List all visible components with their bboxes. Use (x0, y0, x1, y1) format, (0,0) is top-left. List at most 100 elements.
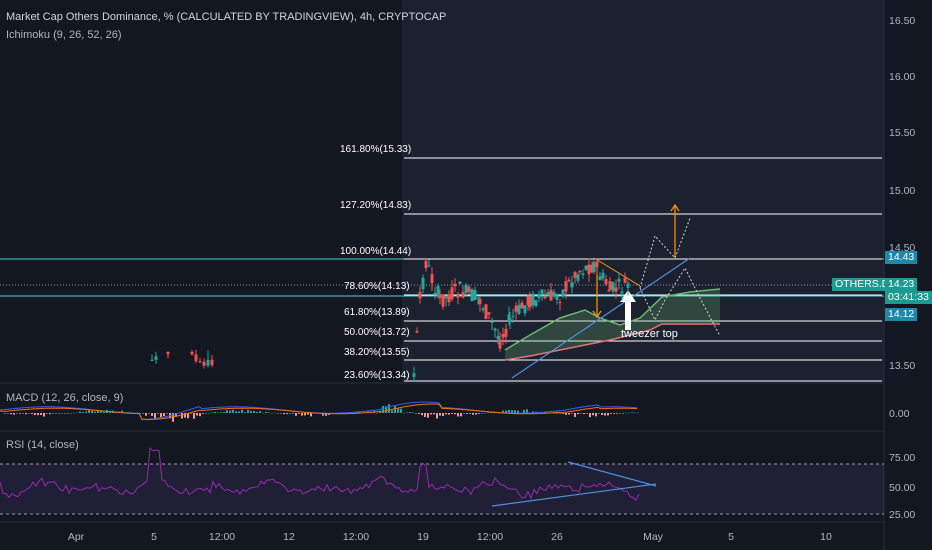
candle-body (427, 265, 431, 267)
macd-bar (76, 412, 78, 414)
macd-bar (271, 412, 273, 414)
indicator-label[interactable]: Ichimoku (9, 26, 52, 26) (6, 29, 122, 41)
candle-body (508, 318, 512, 323)
price-tick: 15.50 (889, 127, 916, 139)
fib-label: 23.60%(13.34) (344, 370, 410, 381)
macd-bar (61, 413, 63, 414)
macd-bar (466, 413, 468, 414)
macd-bar (148, 413, 150, 414)
macd-bar (505, 410, 507, 413)
macd-bar (310, 413, 312, 417)
macd-bar (394, 405, 396, 413)
candle-body (578, 271, 582, 273)
macd-bar (592, 413, 594, 416)
fib-label: 127.20%(14.83) (340, 200, 412, 211)
macd-bar (289, 413, 291, 414)
candle-body (617, 278, 621, 282)
macd-bar (280, 413, 282, 414)
macd-bar (232, 409, 234, 413)
candle-body (620, 291, 624, 294)
time-tick: Apr (67, 531, 85, 543)
macd-bar (145, 413, 147, 416)
macd-title[interactable]: MACD (12, 26, close, 9) (6, 392, 124, 404)
macd-bar (22, 413, 24, 414)
macd-bar (250, 410, 252, 413)
macd-bar (511, 410, 513, 413)
macd-bar (595, 413, 597, 417)
macd-bar (415, 413, 417, 414)
candle-body (573, 272, 577, 278)
macd-bar (85, 411, 87, 413)
candle-body (166, 352, 170, 355)
candle-body (546, 292, 550, 296)
candle-body (595, 261, 599, 268)
macd-bar (208, 412, 210, 414)
rsi-title[interactable]: RSI (14, close) (6, 439, 79, 451)
projection-up (639, 217, 691, 289)
candle-body (447, 294, 451, 303)
candle-body (598, 276, 602, 281)
symbol-badge[interactable]: OTHERS.D (832, 278, 893, 291)
candle-body (464, 284, 468, 293)
macd-bar (532, 411, 534, 413)
time-tick: 19 (417, 531, 429, 543)
candle-body (504, 328, 508, 337)
macd-bar (625, 412, 627, 414)
candle-body (570, 282, 574, 288)
candle-body (520, 302, 524, 309)
macd-bar (400, 408, 402, 413)
candle-body (540, 289, 544, 295)
macd-bar (283, 413, 285, 415)
macd-bar (160, 413, 162, 417)
candle-body (514, 305, 518, 312)
macd-bar (628, 412, 630, 414)
macd-bar (265, 412, 267, 413)
candle-body (501, 333, 505, 338)
candle-body (592, 262, 596, 272)
projection-down (639, 266, 721, 337)
ichimoku-cloud (505, 289, 720, 360)
macd-bar (79, 411, 81, 413)
candle-body (190, 352, 194, 355)
macd-bar (589, 413, 591, 418)
macd-bar (406, 412, 408, 413)
macd-bar (469, 413, 471, 414)
level-badge-high: 14.43 (885, 251, 918, 264)
macd-bar (574, 413, 576, 417)
macd-bar (322, 413, 324, 416)
macd-bar (388, 404, 390, 413)
macd-bar (442, 413, 444, 417)
fib-label: 100.00%(14.44) (340, 246, 412, 257)
rsi-trendline-lower[interactable] (491, 483, 657, 507)
macd-bar (184, 413, 186, 418)
macd-bar (562, 413, 564, 414)
fib-retracement[interactable] (404, 157, 882, 382)
macd-bar (307, 413, 309, 415)
macd-bar (409, 412, 411, 413)
candle-body (604, 279, 608, 285)
macd-bar (67, 413, 69, 414)
highlight-region (402, 0, 884, 382)
macd-bar (31, 413, 33, 415)
candle-body (433, 292, 437, 295)
candle-body (430, 274, 434, 284)
macd-bar (247, 409, 249, 413)
macd-bar (475, 413, 477, 415)
macd-bar (427, 413, 429, 418)
rsi-axis-tick: 25.00 (889, 509, 916, 521)
triangle-line[interactable] (593, 257, 641, 287)
tweezer-arrow[interactable] (620, 290, 636, 330)
macd-bar (151, 413, 153, 416)
rsi-trendline-upper[interactable] (567, 461, 657, 487)
candle-body (481, 308, 485, 310)
macd-bar (418, 413, 420, 414)
macd-bar (370, 412, 372, 414)
candle-body (194, 354, 198, 362)
tweezer-top-note[interactable]: tweezer top (621, 328, 678, 340)
candle-body (415, 330, 419, 333)
trendline[interactable] (511, 257, 691, 379)
macd-bar (613, 413, 615, 414)
candle-body (584, 265, 588, 270)
macd-bar (454, 413, 456, 415)
